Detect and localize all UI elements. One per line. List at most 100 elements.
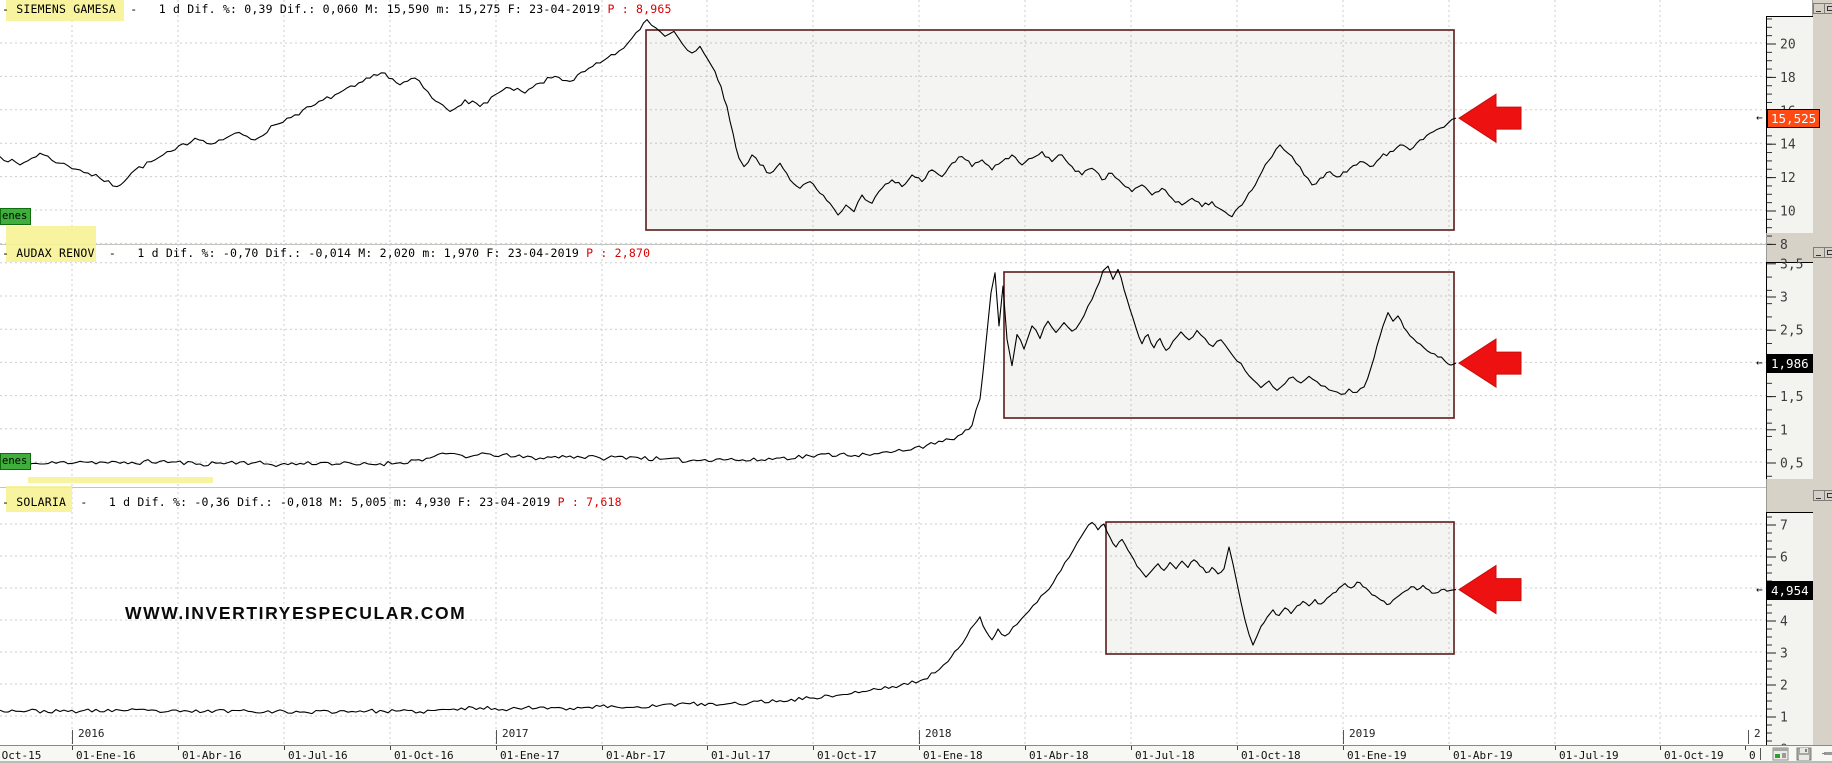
annotation-arrow [1458,93,1522,144]
axis-label: 1 [1780,711,1788,726]
restore-button[interactable] [1824,490,1832,501]
time-axis[interactable]: -Oct-15 01-Ene-16 01-Abr-16 01-Jul-16 01-Oct… [0,745,1832,763]
year-label: 2 [1754,727,1761,740]
axis-label: 20 [1780,38,1796,53]
instrument-name: SIEMENS GAMESA [16,2,116,16]
time-axis-label: -Oct-15 [0,749,42,762]
price-chart-canvas-1[interactable] [0,0,1766,244]
axis-label: 1,5 [1780,390,1803,405]
time-axis-label: 01-Jul-16 [288,749,348,762]
time-axis-label: 01-Oct-18 [1241,749,1301,762]
minimize-icon [1816,11,1821,12]
restore-icon [1827,493,1832,498]
tag-pointer-icon: ← [1756,356,1763,370]
header-dash: - [94,246,138,260]
header-dash: - [2,495,17,509]
axis-label: 18 [1780,71,1796,86]
indicator-label: enes [0,208,32,225]
time-axis-tick [919,746,920,750]
year-tick [496,730,497,744]
axis-label: 8 [1780,238,1788,253]
price-line [0,521,1457,715]
year-tick [1343,730,1344,744]
annotation-box [1003,271,1455,419]
time-axis-tick [72,746,73,750]
header-stats: 1 d Dif. %: -0,70 Dif.: -0,014 M: 2,020 … [137,246,587,260]
time-axis-label: 01-Oct-19 [1664,749,1724,762]
pin-icon[interactable] [1822,747,1832,761]
time-axis-label: 01-Ene-18 [923,749,983,762]
header-p-value: P : 2,870 [586,246,651,260]
chart-header-1: - SIEMENS GAMESA - 1 d Dif. %: 0,39 Dif.… [2,2,672,16]
price-axis-3[interactable]: 76543210 [1766,512,1813,758]
time-axis-label: 01-Jul-19 [1559,749,1619,762]
restore-icon [1827,6,1832,11]
time-axis-label: 01-Ene-16 [76,749,136,762]
workspace-icon[interactable] [1772,747,1790,761]
scale-gap [1766,478,1813,512]
instrument-name: AUDAX RENOV [16,246,95,260]
restore-icon [1827,250,1832,255]
time-axis-label: 0 [1749,749,1756,762]
minimize-icon [1816,498,1821,499]
price-line [0,19,1457,218]
header-dash: - [2,246,17,260]
year-tick [1748,730,1749,744]
price-line [0,265,1457,468]
time-axis-tick [1745,746,1746,750]
pane-divider [0,243,1766,245]
price-chart-canvas-3[interactable] [0,487,1766,745]
time-axis-label: 01-Abr-19 [1453,749,1513,762]
time-axis-tick [1660,746,1661,750]
last-price-tag: 15,525 [1767,109,1821,129]
time-axis-tick [1025,746,1026,750]
time-axis-tick [1449,746,1450,750]
header-p-value: P : 8,965 [607,2,672,16]
chart-header-2: - AUDAX RENOV - 1 d Dif. %: -0,70 Dif.: … [2,246,650,260]
minimize-icon [1816,255,1821,256]
time-axis-tick [496,746,497,750]
annotation-box [1105,521,1455,655]
tag-pointer-icon: ← [1756,111,1763,125]
axis-label: 10 [1780,205,1796,220]
time-axis-tick [1237,746,1238,750]
axis-label: 1 [1780,423,1788,438]
annotation-arrow [1458,338,1522,388]
axis-label: 14 [1780,138,1796,153]
time-axis-label: 01-Ene-19 [1347,749,1407,762]
time-axis-tick [813,746,814,750]
time-axis-label: 01-Ene-17 [500,749,560,762]
axis-label: 3,5 [1780,257,1803,272]
time-axis-tick [1555,746,1556,750]
time-axis-tick [707,746,708,750]
instrument-name: SOLARIA [16,495,67,509]
year-label: 2017 [502,727,529,740]
marker-highlight [6,0,124,21]
scale-gap [1766,232,1813,262]
axis-label: 3 [1780,291,1788,306]
time-axis-label: 01-Abr-16 [182,749,242,762]
time-axis-tick [284,746,285,750]
price-chart-canvas-2[interactable] [0,244,1766,487]
save-icon[interactable] [1796,747,1812,761]
pane-divider [0,486,1766,488]
time-axis-tick [390,746,391,750]
header-stats: 1 d Dif. %: -0,36 Dif.: -0,018 M: 5,005 … [108,495,558,509]
marker-highlight [6,226,96,262]
axis-label: 3 [1780,647,1788,662]
axis-label: 6 [1780,551,1788,566]
tag-pointer-icon: ← [1756,582,1763,596]
restore-button[interactable] [1824,3,1832,14]
year-tick [72,730,73,744]
time-axis-label: 01-Jul-17 [711,749,771,762]
time-axis-label: 01-Abr-18 [1029,749,1089,762]
header-dash: - [115,2,159,16]
restore-button[interactable] [1824,247,1832,258]
last-price-tag: 4,954 [1767,580,1813,600]
axis-label: 12 [1780,171,1796,186]
header-dash: - [66,495,109,509]
axis-label: 0,5 [1780,457,1803,472]
header-p-value: P : 7,618 [557,495,622,509]
year-label: 2016 [78,727,105,740]
